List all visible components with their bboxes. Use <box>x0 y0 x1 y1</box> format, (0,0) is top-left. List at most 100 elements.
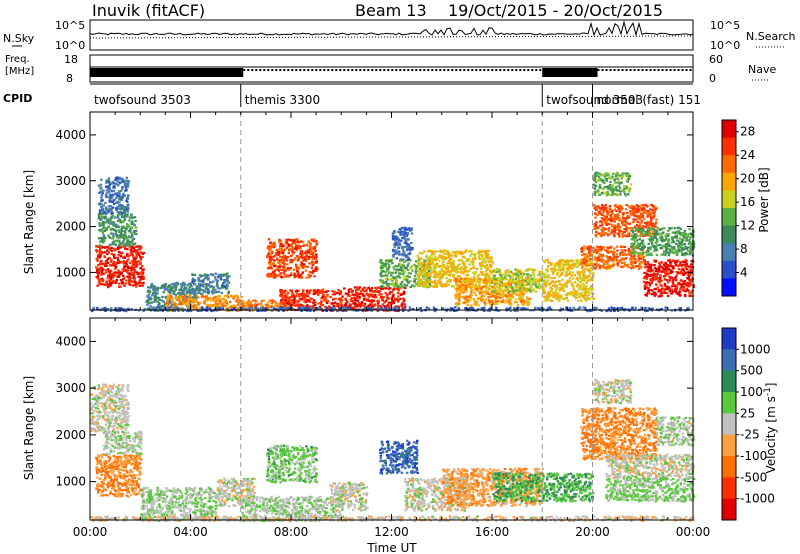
scatter-cell <box>121 221 124 224</box>
scatter-cell <box>298 267 301 270</box>
scatter-cell <box>583 246 586 249</box>
scatter-cell <box>366 293 369 296</box>
date-range: 19/Oct/2015 - 20/Oct/2015 <box>448 1 663 20</box>
scatter-cell <box>395 265 399 268</box>
scatter-cell <box>396 285 400 289</box>
scatter-cell <box>376 304 380 307</box>
scatter-cell <box>133 270 136 273</box>
scatter-cell <box>535 281 538 284</box>
scatter-cell <box>110 282 113 285</box>
scatter-cell <box>386 294 389 297</box>
scatter-cell <box>120 261 123 264</box>
scatter-cell <box>461 284 464 287</box>
scatter-cell <box>336 302 339 305</box>
scatter-cell <box>517 281 520 285</box>
scatter-cell <box>400 268 403 271</box>
scatter-cell <box>109 198 112 201</box>
scatter-cell <box>125 199 128 202</box>
scatter-cell <box>556 264 559 267</box>
scatter-cell <box>499 273 502 276</box>
scatter-cell <box>470 250 473 253</box>
scatter-cell <box>105 192 108 195</box>
scatter-cell <box>130 252 133 255</box>
scatter-cell <box>166 289 169 292</box>
scatter-cell <box>401 307 404 310</box>
scatter-cell <box>491 261 494 264</box>
scatter-cell <box>156 289 159 292</box>
scatter-cell <box>267 267 270 270</box>
scatter-cell <box>474 294 478 297</box>
scatter-cell <box>191 273 194 276</box>
scatter-cell <box>126 252 129 256</box>
scatter-cell <box>125 237 128 240</box>
scatter-cell <box>507 287 510 290</box>
scatter-cell <box>217 290 221 293</box>
scatter-cell <box>236 294 239 297</box>
scatter-cell <box>171 286 174 289</box>
scatter-cell <box>297 299 301 302</box>
scatter-cell <box>109 218 112 221</box>
scatter-cell <box>97 213 101 216</box>
scatter-cell <box>298 255 301 258</box>
scatter-cell <box>97 253 100 256</box>
scatter-cell <box>225 287 229 290</box>
scatter-cell <box>570 274 573 277</box>
scatter-cell <box>403 235 407 239</box>
scatter-cell <box>131 265 134 268</box>
scatter-cell <box>292 268 296 271</box>
scatter-cell <box>101 230 104 233</box>
scatter-cell <box>98 209 102 212</box>
scatter-cell <box>479 264 482 268</box>
scatter-cell <box>300 276 303 279</box>
scatter-cell <box>417 276 420 279</box>
scatter-cell <box>173 284 176 287</box>
scatter-cell <box>518 284 521 287</box>
scatter-cell <box>121 187 124 190</box>
scatter-cell <box>118 261 121 264</box>
freq-tick-bottom: 8 <box>66 72 73 85</box>
scatter-cell <box>391 299 394 302</box>
scatter-cell <box>538 271 541 274</box>
scatter-cell <box>546 258 549 261</box>
scatter-cell <box>192 289 195 292</box>
scatter-cell <box>98 211 102 214</box>
scatter-cell <box>134 232 137 235</box>
scatter-cell <box>386 305 390 308</box>
scatter-cell <box>196 296 200 299</box>
scatter-cell <box>227 281 231 284</box>
scatter-cell <box>133 249 137 252</box>
scatter-cell <box>194 296 197 299</box>
scatter-cell <box>116 259 120 262</box>
scatter-cell <box>219 299 222 302</box>
scatter-cell <box>208 303 211 306</box>
scatter-cell <box>488 269 491 272</box>
scatter-cell <box>472 298 475 301</box>
cpid-segment-label: normal (fast) 151 <box>597 93 701 107</box>
scatter-cell <box>280 256 284 259</box>
scatter-cell <box>95 250 99 253</box>
scatter-cell <box>453 266 456 269</box>
scatter-cell <box>100 205 104 208</box>
scatter-cell <box>486 268 489 271</box>
cpid-segment-label: twofsound 3503 <box>94 93 191 107</box>
scatter-cell <box>267 255 270 258</box>
scatter-cell <box>108 221 111 224</box>
scatter-cell <box>125 179 128 182</box>
scatter-cell <box>150 282 154 286</box>
scatter-cell <box>128 274 132 277</box>
scatter-cell <box>134 257 137 260</box>
scatter-cell <box>114 274 117 277</box>
scatter-cell <box>543 282 546 285</box>
scatter-cell <box>480 300 483 303</box>
scatter-cell <box>103 263 106 266</box>
scatter-cell <box>109 195 113 198</box>
scatter-cell <box>98 281 101 284</box>
scatter-cell <box>112 240 115 243</box>
scatter-cell <box>206 297 210 300</box>
scatter-cell <box>102 227 105 230</box>
scatter-cell <box>526 280 529 283</box>
scatter-cell <box>150 297 153 301</box>
scatter-cell <box>531 268 535 271</box>
scatter-cell <box>282 302 285 305</box>
scatter-cell <box>135 271 138 274</box>
